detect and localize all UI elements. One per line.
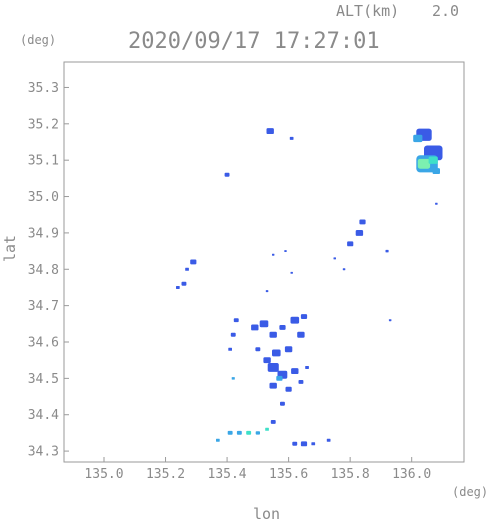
x-tick-label: 135.6 <box>269 467 308 482</box>
echo-cell <box>190 259 197 265</box>
echo-cell <box>333 257 336 260</box>
echo-cell <box>272 349 281 357</box>
echo-cell <box>305 366 309 369</box>
echo-cell <box>255 431 260 435</box>
plot-frame <box>63 61 465 463</box>
echo-cells <box>176 128 443 447</box>
echo-cell <box>176 286 180 289</box>
x-tick-label: 135.2 <box>146 467 185 482</box>
echo-cell <box>413 134 423 143</box>
echo-cell <box>269 331 277 338</box>
echo-cell <box>300 314 308 319</box>
x-axis-unit: (deg) <box>452 485 488 499</box>
echo-cell <box>181 281 187 286</box>
echo-cell <box>347 241 354 247</box>
echo-cell <box>292 441 298 446</box>
y-tick-label: 34.5 <box>28 372 59 387</box>
echo-cell <box>246 430 252 435</box>
y-tick-label: 35.2 <box>28 117 59 132</box>
echo-cell <box>284 250 287 252</box>
y-tick-label: 34.4 <box>28 408 59 423</box>
echo-cell <box>255 347 261 352</box>
echo-cell <box>285 386 292 392</box>
altitude-value: 2.0 <box>432 2 459 20</box>
echo-cell <box>355 230 364 236</box>
echo-cell <box>227 430 233 435</box>
echo-cell <box>279 325 286 330</box>
y-axis-ticks: 34.3 34.4 34.5 34.6 34.7 34.8 34.9 35.0 35.1 35.2… <box>28 81 69 460</box>
x-tick-label: 136.0 <box>392 467 431 482</box>
echo-cell <box>265 290 269 293</box>
x-tick-label: 135.0 <box>84 467 123 482</box>
echo-cell <box>233 318 239 323</box>
echo-cell <box>185 267 189 271</box>
echo-cell <box>266 128 274 134</box>
echo-cell <box>269 382 277 389</box>
echo-cell <box>259 320 269 328</box>
echo-cell <box>388 319 392 322</box>
y-tick-label: 35.3 <box>28 81 59 96</box>
altitude-label: ALT(km) <box>336 2 399 20</box>
echo-cell <box>359 219 366 225</box>
y-tick-label: 34.9 <box>28 226 59 241</box>
echo-cell <box>300 441 308 447</box>
echo-cell <box>267 363 279 372</box>
chart-title: 2020/09/17 17:27:01 <box>128 29 380 54</box>
echo-cell <box>265 427 269 431</box>
echo-cell <box>272 253 275 256</box>
echo-cell <box>298 380 304 384</box>
y-axis-label: lat <box>1 235 19 262</box>
echo-cell <box>291 368 299 374</box>
echo-cell <box>216 438 220 442</box>
x-axis-ticks: 135.0 135.2 135.4 135.6 135.8 136.0 <box>84 457 431 482</box>
echo-cell <box>311 442 316 446</box>
echo-cell <box>228 347 232 351</box>
echo-cell <box>230 332 236 337</box>
echo-cell <box>326 438 331 442</box>
y-tick-label: 34.6 <box>28 336 59 351</box>
echo-cell <box>224 172 230 177</box>
echo-cell <box>297 331 305 338</box>
echo-cell <box>263 357 271 364</box>
y-tick-label: 35.1 <box>28 154 59 169</box>
y-tick-label: 34.8 <box>28 263 59 278</box>
y-tick-label: 35.0 <box>28 190 59 205</box>
echo-cell <box>432 168 440 174</box>
echo-cell <box>289 136 294 140</box>
y-axis-unit: (deg) <box>20 33 56 47</box>
echo-cell <box>280 401 285 406</box>
echo-cell <box>428 156 438 164</box>
echo-cell <box>290 316 300 324</box>
x-tick-label: 135.8 <box>331 467 370 482</box>
y-tick-label: 34.3 <box>28 445 59 460</box>
x-tick-label: 135.4 <box>208 467 247 482</box>
echo-cell <box>284 346 293 353</box>
x-axis-label: lon <box>253 505 280 521</box>
echo-cell <box>231 377 235 380</box>
echo-cell <box>435 202 438 205</box>
echo-cell <box>251 324 259 331</box>
echo-cell <box>270 420 276 424</box>
y-tick-label: 34.7 <box>28 299 59 314</box>
echo-cell <box>417 158 431 169</box>
echo-cell <box>385 249 389 253</box>
echo-cell <box>276 375 283 381</box>
echo-cell <box>236 430 242 435</box>
echo-cell <box>342 268 346 271</box>
echo-cell <box>290 271 293 274</box>
